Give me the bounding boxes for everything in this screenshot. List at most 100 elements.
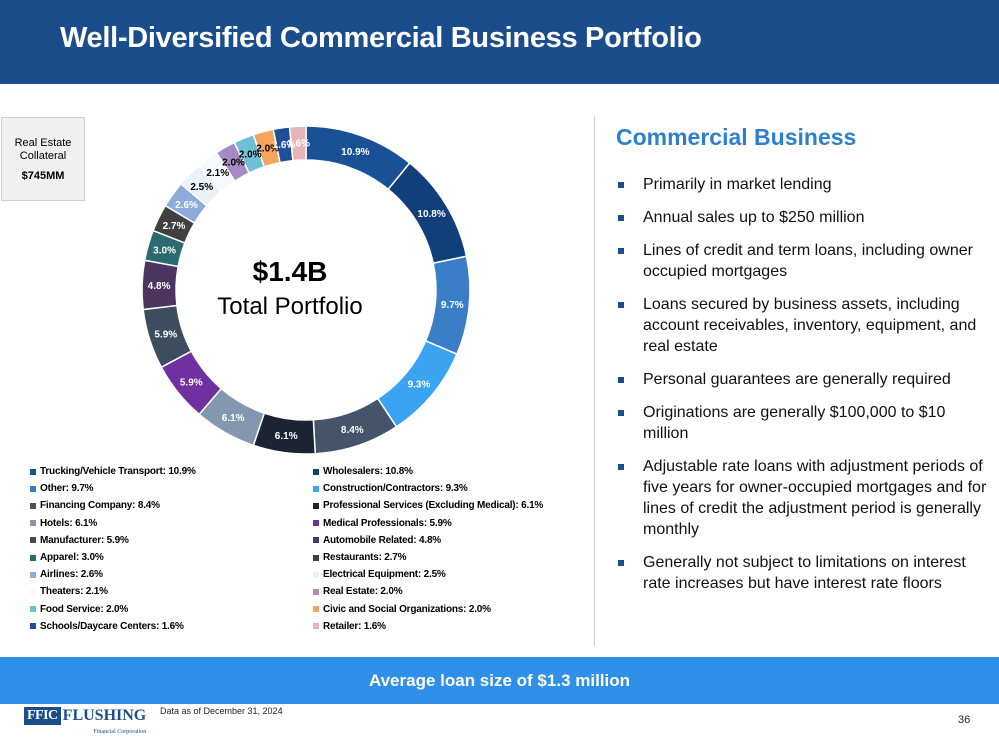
slice-label-5: 6.1% xyxy=(275,431,298,442)
square-bullet-icon xyxy=(618,182,624,188)
slice-label-11: 2.7% xyxy=(163,221,186,232)
center-total-amount: $1.4B xyxy=(252,256,328,287)
slice-label-15: 2.0% xyxy=(222,158,245,169)
slice-label-1: 10.8% xyxy=(417,209,445,220)
legend-label: Wholesalers: 10.8% xyxy=(323,466,413,478)
legend-swatch xyxy=(30,623,36,630)
legend-item: Construction/Contractors: 9.3% xyxy=(313,480,590,497)
slice-label-18: 1.6% xyxy=(273,140,296,151)
legend-item: Airlines: 2.6% xyxy=(30,566,313,583)
legend-swatch xyxy=(30,571,36,578)
legend-item: Medical Professionals: 5.9% xyxy=(313,515,590,532)
bullet-item: Originations are generally $100,000 to $… xyxy=(617,402,987,444)
legend-label: Professional Services (Excluding Medical… xyxy=(323,500,544,512)
square-bullet-icon xyxy=(618,302,624,308)
chart-legend: Trucking/Vehicle Transport: 10.9% Wholesa… xyxy=(30,463,590,635)
average-loan-text: Average loan size of $1.3 million xyxy=(368,670,631,690)
legend-item: Manufacturer: 5.9% xyxy=(30,532,313,549)
section-divider xyxy=(594,116,595,646)
legend-label: Financing Company: 8.4% xyxy=(40,500,160,512)
square-bullet-icon xyxy=(618,464,624,470)
legend-item: Wholesalers: 10.8% xyxy=(313,463,590,480)
legend-label: Manufacturer: 5.9% xyxy=(40,534,129,546)
page-number: 36 xyxy=(958,714,971,726)
legend-swatch xyxy=(30,606,36,613)
legend-item: Trucking/Vehicle Transport: 10.9% xyxy=(30,463,313,480)
slice-label-6: 6.1% xyxy=(222,413,245,424)
bullet-item: Lines of credit and term loans, includin… xyxy=(617,240,987,282)
square-bullet-icon xyxy=(618,377,624,383)
legend-label: Trucking/Vehicle Transport: 10.9% xyxy=(40,466,196,478)
bullet-item: Personal guarantees are generally requir… xyxy=(617,369,987,390)
legend-label: Real Estate: 2.0% xyxy=(323,586,403,598)
bullet-item: Primarily in market lending xyxy=(617,174,987,195)
slice-label-3: 9.3% xyxy=(408,380,431,391)
slice-label-7: 5.9% xyxy=(180,377,203,388)
slice-label-17: 2.0% xyxy=(256,144,279,155)
legend-item: Automobile Related: 4.8% xyxy=(313,532,590,549)
legend-item: Civic and Social Organizations: 2.0% xyxy=(313,601,590,618)
legend-label: Hotels: 6.1% xyxy=(40,517,98,529)
bullet-text: Personal guarantees are generally requir… xyxy=(643,371,951,388)
legend-item: Financing Company: 8.4% xyxy=(30,497,313,514)
legend-label: Construction/Contractors: 9.3% xyxy=(323,483,468,495)
legend-label: Electrical Equipment: 2.5% xyxy=(323,569,446,581)
slice-label-4: 8.4% xyxy=(341,425,364,436)
slice-label-16: 2.0% xyxy=(239,150,262,161)
slice-label-10: 3.0% xyxy=(153,245,176,256)
legend-item: Schools/Daycare Centers: 1.6% xyxy=(30,618,313,635)
legend-item: Apparel: 3.0% xyxy=(30,549,313,566)
bullet-list: Primarily in market lending Annual sales … xyxy=(617,174,987,606)
bullet-text: Adjustable rate loans with adjustment pe… xyxy=(643,458,987,538)
center-total-label: Total Portfolio xyxy=(217,293,363,320)
bullet-text: Lines of credit and term loans, includin… xyxy=(643,242,973,280)
legend-item: Real Estate: 2.0% xyxy=(313,583,590,600)
logo-word: FLUSHING Financial Corporation xyxy=(62,707,147,735)
legend-swatch xyxy=(30,485,36,492)
logo-word-text: FLUSHING xyxy=(62,707,147,724)
legend-swatch xyxy=(313,571,319,578)
square-bullet-icon xyxy=(618,410,624,416)
logo-mark: FFIC xyxy=(24,707,61,725)
legend-label: Schools/Daycare Centers: 1.6% xyxy=(40,620,184,632)
data-date-note: Data as of December 31, 2024 xyxy=(160,706,283,716)
slice-label-2: 9.7% xyxy=(441,300,464,311)
legend-swatch xyxy=(30,520,36,527)
legend-swatch xyxy=(30,588,36,595)
legend-label: Food Service: 2.0% xyxy=(40,603,129,615)
legend-item: Electrical Equipment: 2.5% xyxy=(313,566,590,583)
legend-label: Theaters: 2.1% xyxy=(40,586,108,598)
legend-swatch xyxy=(313,502,319,509)
legend-label: Automobile Related: 4.8% xyxy=(323,534,441,546)
bullet-text: Loans secured by business assets, includ… xyxy=(643,296,977,355)
legend-swatch xyxy=(313,554,319,561)
legend-label: Airlines: 2.6% xyxy=(40,569,103,581)
legend-swatch xyxy=(313,485,319,492)
legend-item: Other: 9.7% xyxy=(30,480,313,497)
legend-label: Medical Professionals: 5.9% xyxy=(323,517,452,529)
average-loan-banner: Average loan size of $1.3 million xyxy=(0,657,999,704)
square-bullet-icon xyxy=(618,560,624,566)
slice-label-19: 1.6% xyxy=(287,139,310,150)
legend-label: Other: 9.7% xyxy=(40,483,94,495)
legend-item: Professional Services (Excluding Medical… xyxy=(313,497,590,514)
legend-swatch xyxy=(30,537,36,544)
legend-label: Retailer: 1.6% xyxy=(323,620,386,632)
bullet-item: Loans secured by business assets, includ… xyxy=(617,294,987,357)
legend-swatch xyxy=(313,520,319,527)
collateral-amount: $745MM xyxy=(21,170,65,182)
company-logo: FFIC FLUSHING Financial Corporation xyxy=(24,707,147,735)
slice-label-8: 5.9% xyxy=(154,330,177,341)
bullet-text: Generally not subject to limitations on … xyxy=(643,554,966,592)
portfolio-donut-chart: 10.9% 10.8% 9.7% 9.3% 8.4% 6.1% 6.1% 5.9% 5.9% 4.… xyxy=(141,125,471,455)
slice-label-13: 2.5% xyxy=(190,182,213,193)
bullet-text: Originations are generally $100,000 to $… xyxy=(643,404,946,442)
slice-label-0: 10.9% xyxy=(341,147,369,158)
legend-label: Apparel: 3.0% xyxy=(40,552,104,564)
bullet-item: Adjustable rate loans with adjustment pe… xyxy=(617,456,987,540)
legend-swatch xyxy=(313,588,319,595)
collateral-box: Real Estate Collateral $745MM xyxy=(1,117,85,201)
legend-swatch xyxy=(313,606,319,613)
legend-item: Retailer: 1.6% xyxy=(313,618,590,635)
legend-swatch xyxy=(313,468,319,475)
